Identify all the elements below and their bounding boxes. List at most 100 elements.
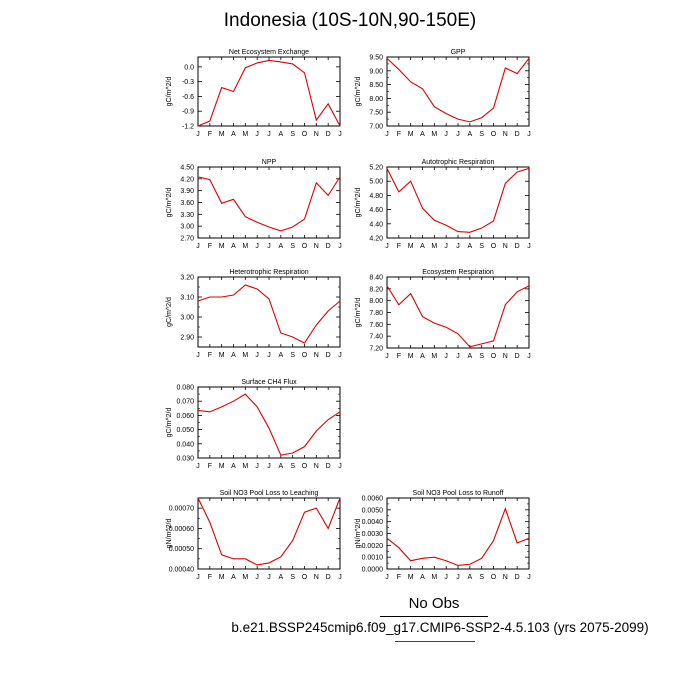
series-line-1 bbox=[386, 285, 530, 348]
x-tick-label: D bbox=[326, 131, 331, 138]
x-tick-label: D bbox=[515, 243, 520, 250]
x-tick-label: N bbox=[503, 243, 508, 250]
y-tick-label: 0.00050 bbox=[169, 546, 194, 553]
y-tick-label: 5.00 bbox=[369, 179, 383, 186]
panel-title: Surface CH4 Flux bbox=[241, 379, 297, 386]
x-tick-label: N bbox=[503, 131, 508, 138]
x-tick-label: J bbox=[527, 243, 531, 250]
x-tick-label: J bbox=[385, 243, 389, 250]
x-tick-label: J bbox=[196, 463, 200, 470]
y-axis-label: gC/m^2/d bbox=[166, 297, 173, 327]
y-tick-label: 3.60 bbox=[180, 200, 194, 207]
x-tick-label: J bbox=[267, 463, 271, 470]
x-tick-label: J bbox=[267, 131, 271, 138]
x-tick-label: S bbox=[290, 574, 295, 581]
x-tick-label: J bbox=[338, 463, 342, 470]
y-tick-label: 4.20 bbox=[180, 176, 194, 183]
x-tick-label: J bbox=[527, 131, 531, 138]
x-tick-label: A bbox=[467, 131, 472, 138]
x-tick-label: A bbox=[420, 131, 425, 138]
y-tick-label: 0.00040 bbox=[169, 567, 194, 574]
x-tick-label: J bbox=[338, 131, 342, 138]
panel-title: Soil NO3 Pool Loss to Leaching bbox=[220, 490, 319, 497]
x-tick-label: M bbox=[408, 574, 414, 581]
series-line-1 bbox=[197, 59, 341, 127]
panel-frame bbox=[197, 56, 341, 127]
x-tick-label: A bbox=[231, 574, 236, 581]
x-tick-label: A bbox=[420, 243, 425, 250]
x-tick-label: M bbox=[242, 463, 248, 470]
y-tick-label: 0.0040 bbox=[362, 519, 384, 526]
x-tick-label: J bbox=[385, 353, 389, 360]
y-tick-label: 4.40 bbox=[369, 221, 383, 228]
x-tick-label: N bbox=[503, 353, 508, 360]
x-tick-label: M bbox=[219, 243, 225, 250]
x-tick-label: F bbox=[397, 131, 401, 138]
x-tick-label: A bbox=[467, 574, 472, 581]
x-tick-label: A bbox=[278, 463, 283, 470]
y-tick-label: 3.20 bbox=[180, 275, 194, 282]
x-tick-label: D bbox=[515, 131, 520, 138]
x-tick-label: N bbox=[314, 463, 319, 470]
panel-title: Autotrophic Respiration bbox=[422, 159, 495, 166]
x-tick-label: M bbox=[431, 131, 437, 138]
x-tick-label: J bbox=[255, 574, 259, 581]
y-tick-label: 0.0010 bbox=[362, 555, 384, 562]
no-obs-label: No Obs bbox=[408, 595, 460, 612]
x-tick-label: M bbox=[219, 463, 225, 470]
series-line-1 bbox=[197, 497, 341, 566]
x-tick-label: M bbox=[408, 353, 414, 360]
x-tick-label: J bbox=[456, 574, 460, 581]
x-tick-label: M bbox=[431, 353, 437, 360]
y-tick-label: 3.00 bbox=[180, 315, 194, 322]
y-tick-label: 4.60 bbox=[369, 207, 383, 214]
x-tick-label: J bbox=[255, 463, 259, 470]
y-tick-label: 0.030 bbox=[176, 456, 194, 463]
y-axis-label: gC/m^2/d bbox=[355, 77, 362, 107]
y-tick-label: 8.00 bbox=[369, 96, 383, 103]
x-tick-label: O bbox=[491, 353, 497, 360]
case-label: b.e21.BSSP245cmip6.f09_g17.CMIP6-SSP2-4.… bbox=[231, 620, 649, 635]
y-tick-label: 5.20 bbox=[369, 165, 383, 172]
x-tick-label: A bbox=[467, 353, 472, 360]
x-tick-label: M bbox=[242, 131, 248, 138]
x-tick-label: F bbox=[397, 574, 401, 581]
x-tick-label: F bbox=[208, 131, 212, 138]
x-tick-label: M bbox=[408, 131, 414, 138]
y-tick-label: 3.00 bbox=[180, 224, 194, 231]
x-tick-label: A bbox=[278, 574, 283, 581]
x-tick-label: O bbox=[302, 463, 308, 470]
x-tick-label: M bbox=[408, 243, 414, 250]
y-tick-label: -0.3 bbox=[182, 79, 194, 86]
obs-legend-line bbox=[380, 616, 488, 617]
x-tick-label: J bbox=[338, 243, 342, 250]
y-axis-label: gC/m^2/d bbox=[355, 188, 362, 218]
x-tick-label: J bbox=[267, 243, 271, 250]
x-tick-label: O bbox=[302, 574, 308, 581]
y-tick-label: 7.40 bbox=[369, 334, 383, 341]
x-tick-label: A bbox=[467, 243, 472, 250]
series-line-1 bbox=[197, 284, 341, 344]
y-tick-label: 0.0030 bbox=[362, 531, 384, 538]
x-tick-label: J bbox=[267, 352, 271, 359]
x-tick-label: J bbox=[196, 352, 200, 359]
x-tick-label: M bbox=[431, 574, 437, 581]
x-tick-label: O bbox=[491, 243, 497, 250]
x-tick-label: J bbox=[255, 243, 259, 250]
x-tick-label: F bbox=[208, 574, 212, 581]
x-tick-label: N bbox=[314, 574, 319, 581]
x-tick-label: D bbox=[326, 243, 331, 250]
x-tick-label: A bbox=[278, 131, 283, 138]
x-tick-label: S bbox=[290, 463, 295, 470]
series-line-1 bbox=[197, 176, 341, 232]
x-tick-label: O bbox=[302, 243, 308, 250]
x-tick-label: J bbox=[444, 243, 448, 250]
x-tick-label: A bbox=[231, 352, 236, 359]
y-axis-label: gC/m^2/d bbox=[355, 298, 362, 328]
x-tick-label: N bbox=[314, 352, 319, 359]
